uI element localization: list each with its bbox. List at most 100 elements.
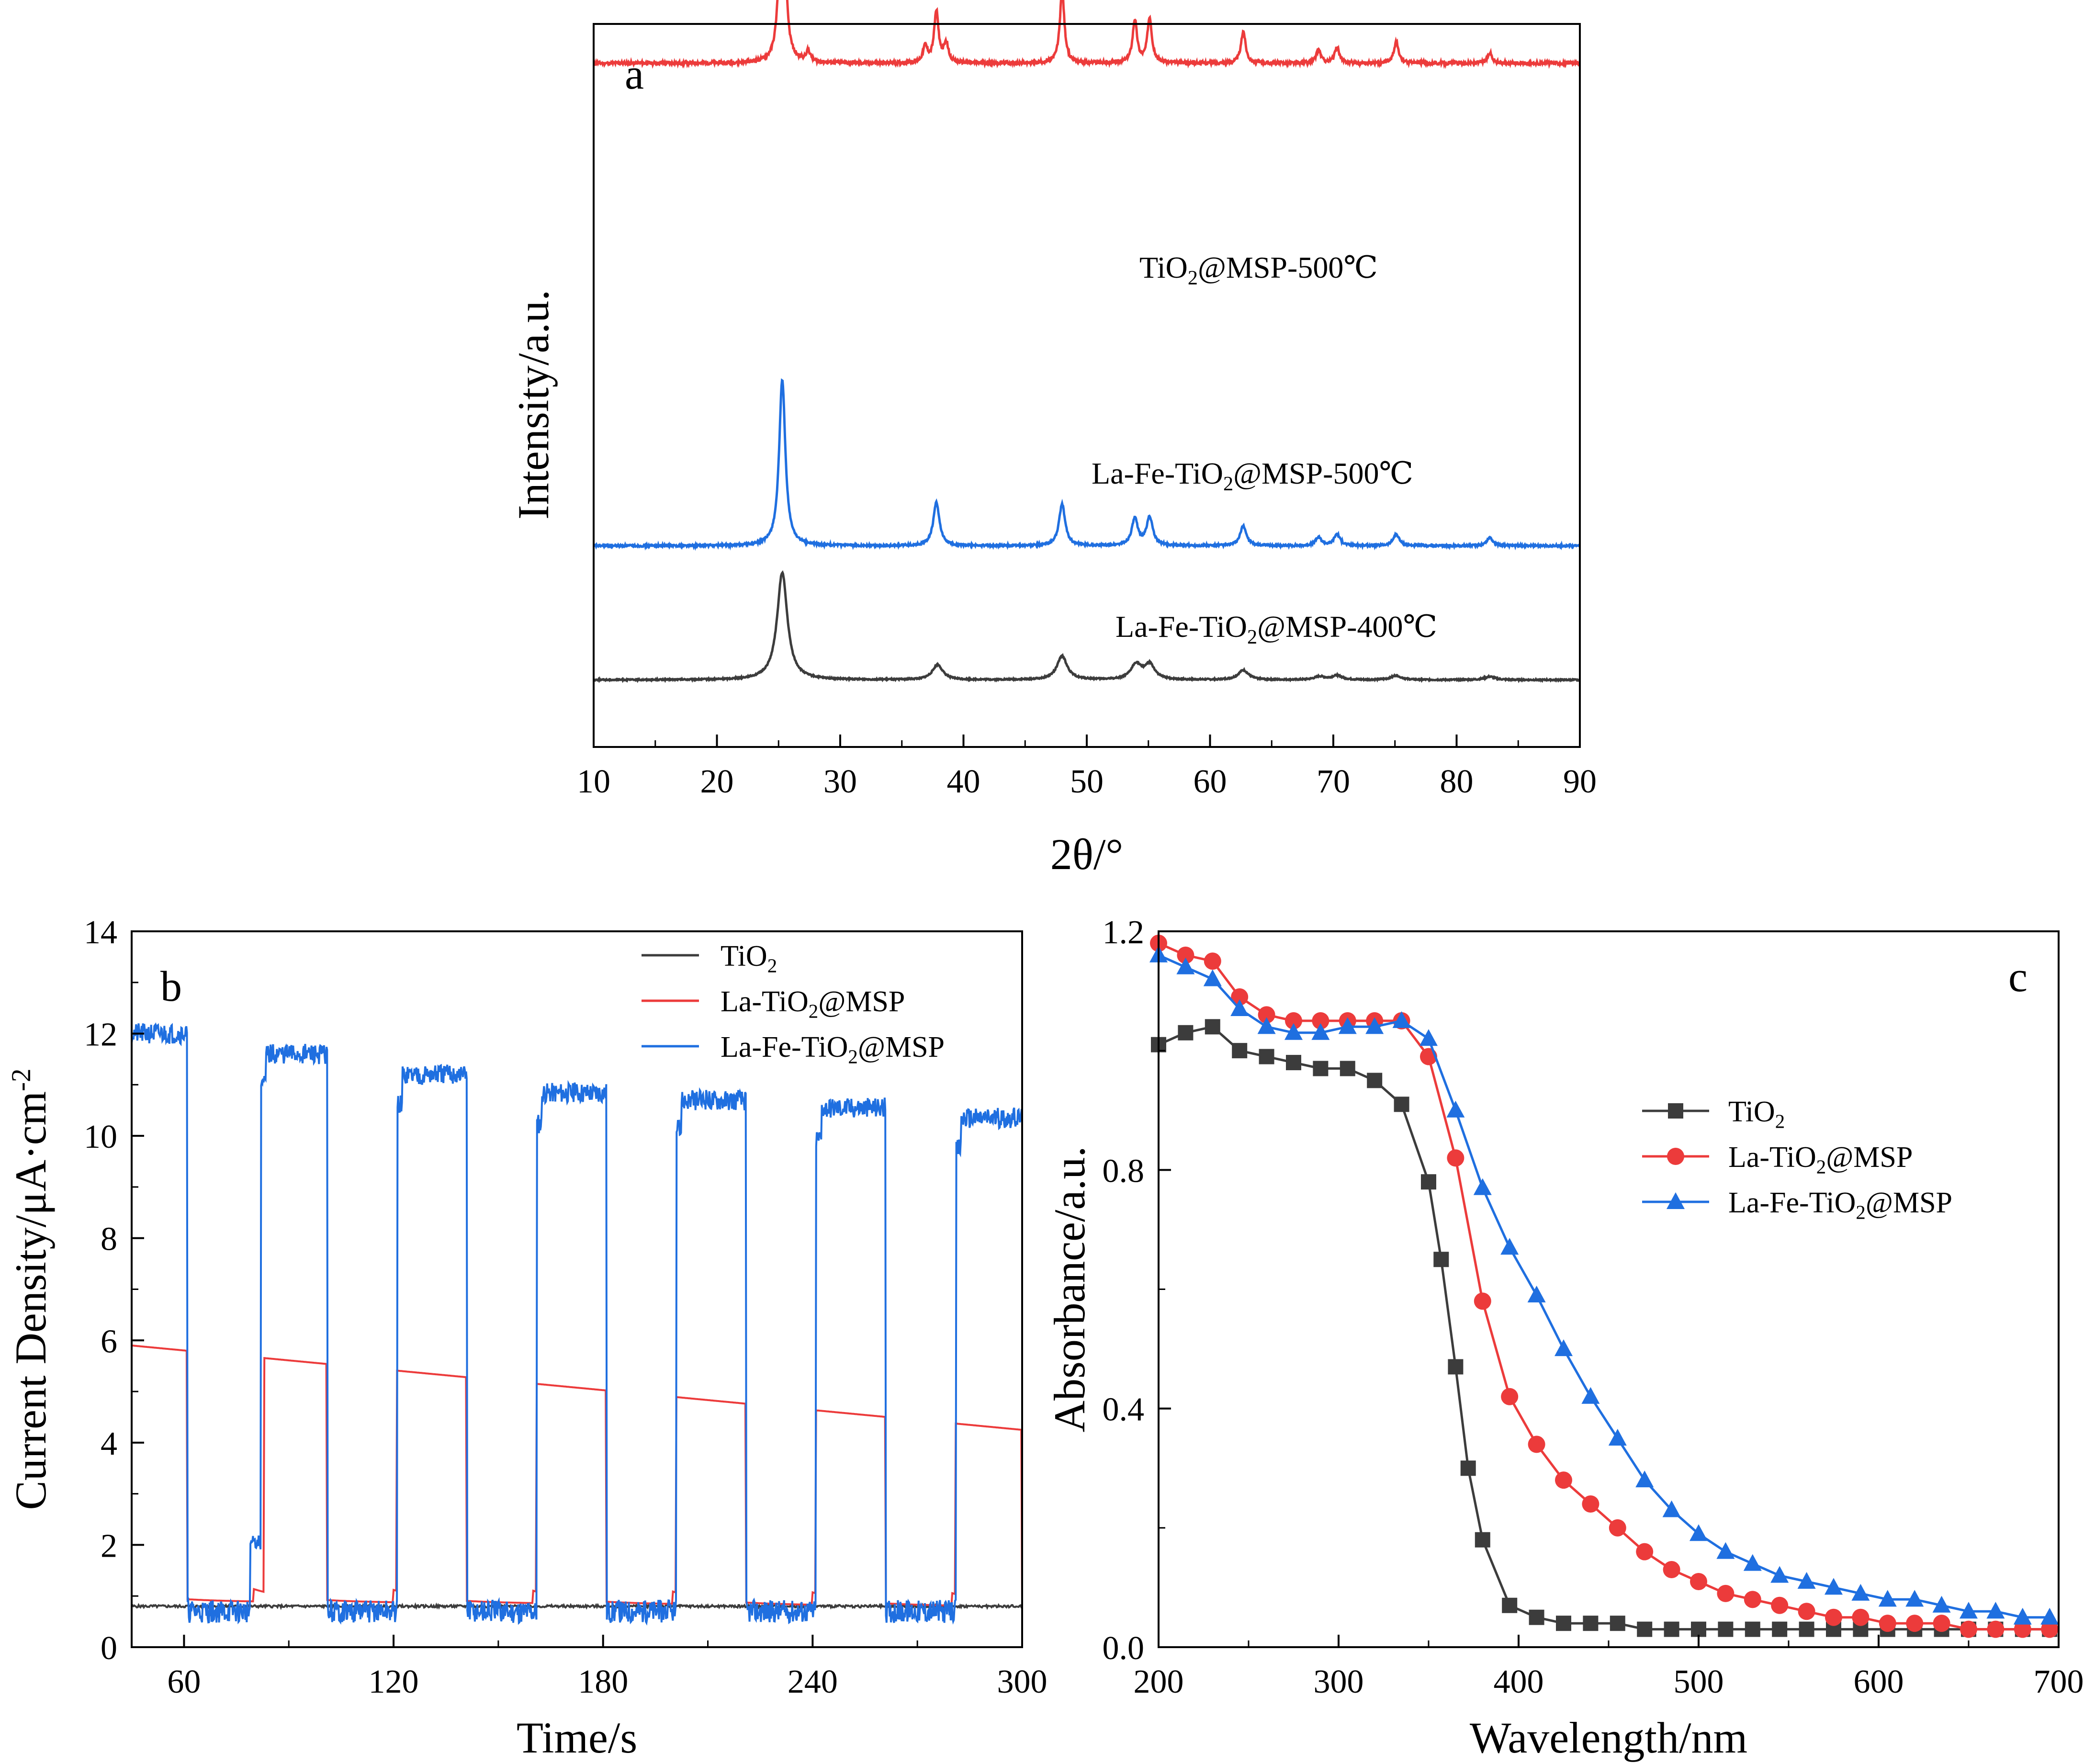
series-line-b-0 (132, 1602, 1022, 1610)
legend-label-c-2: La-Fe-TiO2@MSP (1728, 1187, 1952, 1223)
data-point-c-1 (1312, 1012, 1329, 1029)
data-point-c-0 (1556, 1616, 1571, 1631)
x-tick-label-a: 50 (1070, 763, 1104, 800)
legend-label-b-1: La-TiO2@MSP (721, 985, 905, 1022)
x-tick-label-c: 400 (1494, 1663, 1544, 1700)
data-point-c-0 (1529, 1609, 1544, 1625)
x-tick-label-a: 80 (1440, 763, 1474, 800)
data-point-c-1 (1879, 1615, 1896, 1632)
data-point-c-0 (1772, 1621, 1788, 1637)
data-point-c-2 (1257, 1017, 1276, 1034)
y-tick-label-c: 0.8 (1103, 1153, 1145, 1189)
plot-area-b (132, 1022, 1022, 1626)
panel-label-b: b (160, 963, 182, 1010)
data-point-c-2 (1473, 1178, 1492, 1195)
series-label-a-1-sub: 2 (1223, 473, 1233, 495)
data-point-c-0 (1610, 1616, 1625, 1631)
data-point-c-1 (1960, 1620, 1977, 1638)
data-point-c-2 (1419, 1029, 1438, 1046)
x-tick-label-c: 700 (2034, 1663, 2084, 1700)
data-point-c-1 (1987, 1620, 2005, 1638)
data-point-c-2 (1662, 1500, 1681, 1517)
legend-label-b-1-sub: 2 (809, 1001, 818, 1022)
data-point-c-1 (1447, 1149, 1464, 1167)
data-point-c-1 (1177, 946, 1194, 964)
legend-marker-c-2 (1667, 1192, 1685, 1209)
series-line-b-1 (132, 1345, 1022, 1606)
data-point-c-1 (1690, 1572, 1707, 1590)
data-point-c-1 (1906, 1615, 1924, 1632)
series-label-a-0: TiO2@MSP-500℃ (1139, 250, 1378, 289)
data-point-c-2 (1230, 999, 1249, 1016)
y-axis-label-b-base: Current Density/μA·cm (6, 1091, 55, 1510)
data-point-c-0 (1799, 1621, 1814, 1637)
data-point-c-2 (1311, 1023, 1330, 1040)
data-point-c-1 (1609, 1519, 1626, 1537)
x-axis-label-c: Wavelength/nm (1470, 1713, 1747, 1762)
data-point-c-1 (1474, 1292, 1491, 1310)
data-point-c-2 (1986, 1602, 2005, 1619)
series-label-a-2-rest: @MSP-400℃ (1257, 610, 1437, 644)
series-label-a-1: La-Fe-TiO2@MSP-500℃ (1092, 456, 1413, 495)
legend-label-b-2-base: La-Fe-TiO (721, 1031, 848, 1063)
legend-label-c-2-rest: @MSP (1866, 1187, 1952, 1219)
data-point-c-0 (1259, 1049, 1274, 1064)
data-point-c-0 (1313, 1061, 1329, 1076)
data-point-c-0 (1232, 1043, 1248, 1059)
legend-label-b-2: La-Fe-TiO2@MSP (721, 1031, 945, 1068)
y-tick-label-b: 12 (84, 1017, 117, 1053)
data-point-c-2 (1851, 1583, 1870, 1601)
chart-b: 60 120 180 240 300 0 2 4 6 8 10 12 14 b Time/s Current … (6, 914, 1048, 1762)
data-point-c-2 (1743, 1554, 1762, 1571)
x-tick-label-b: 120 (369, 1663, 419, 1700)
legend-label-b-0: TiO2 (721, 940, 777, 977)
y-tick-label-b: 0 (101, 1630, 117, 1667)
x-tick-label-c: 200 (1134, 1663, 1184, 1700)
series-line-a-1 (593, 378, 1580, 551)
x-tick-label-a: 10 (577, 763, 610, 800)
data-point-c-0 (1448, 1359, 1464, 1375)
x-tick-label-a: 60 (1194, 763, 1227, 800)
data-point-c-2 (1690, 1524, 1708, 1541)
series-line-c-1 (1158, 942, 2050, 1631)
data-point-c-2 (1960, 1602, 1978, 1619)
y-axis-label-c: Absorbance/a.u. (1045, 1146, 1094, 1433)
x-tick-label-b: 180 (578, 1663, 628, 1700)
data-point-c-1 (1555, 1471, 1572, 1489)
data-point-c-0 (1205, 1019, 1220, 1035)
series-line-b-2 (132, 1022, 1022, 1626)
data-point-c-2 (1500, 1238, 1519, 1255)
data-point-c-1 (1798, 1603, 1815, 1620)
data-point-c-2 (2013, 1607, 2032, 1625)
data-point-c-1 (1825, 1608, 1842, 1626)
data-point-c-2 (1932, 1595, 1951, 1613)
data-point-c-2 (1203, 969, 1222, 986)
x-tick-label-a: 30 (823, 763, 857, 800)
legend-marker-c-1 (1667, 1148, 1684, 1165)
data-point-c-1 (1231, 988, 1249, 1006)
data-point-c-0 (1637, 1621, 1653, 1637)
data-point-c-2 (2040, 1607, 2059, 1625)
data-point-c-2 (1825, 1578, 1843, 1595)
y-tick-label-b: 6 (101, 1323, 117, 1360)
legend-label-b-0-base: TiO (721, 940, 767, 972)
data-point-c-1 (1717, 1584, 1735, 1602)
y-axis-label-b: Current Density/μA·cm-2 (6, 1068, 55, 1510)
data-point-c-0 (1664, 1621, 1679, 1637)
x-tick-label-b: 300 (997, 1663, 1048, 1700)
data-point-c-0 (1286, 1055, 1301, 1071)
data-point-c-2 (1338, 1017, 1357, 1034)
y-tick-label-c: 0.4 (1103, 1391, 1145, 1428)
series-label-a-2-sub: 2 (1247, 626, 1257, 648)
data-point-c-2 (1905, 1590, 1924, 1607)
chart-c: 200 300 400 500 600 700 0.0 0.4 0.8 1.2 c Wavelengt… (1045, 914, 2084, 1762)
data-point-c-1 (2014, 1620, 2031, 1638)
panel-label-c: c (2008, 953, 2027, 1001)
series-line-c-2 (1158, 954, 2050, 1619)
data-point-c-2 (1797, 1572, 1816, 1589)
y-tick-label-b: 4 (101, 1425, 117, 1462)
y-tick-label-b: 8 (101, 1221, 117, 1258)
data-point-c-1 (1744, 1591, 1761, 1608)
data-point-c-2 (1635, 1470, 1654, 1488)
